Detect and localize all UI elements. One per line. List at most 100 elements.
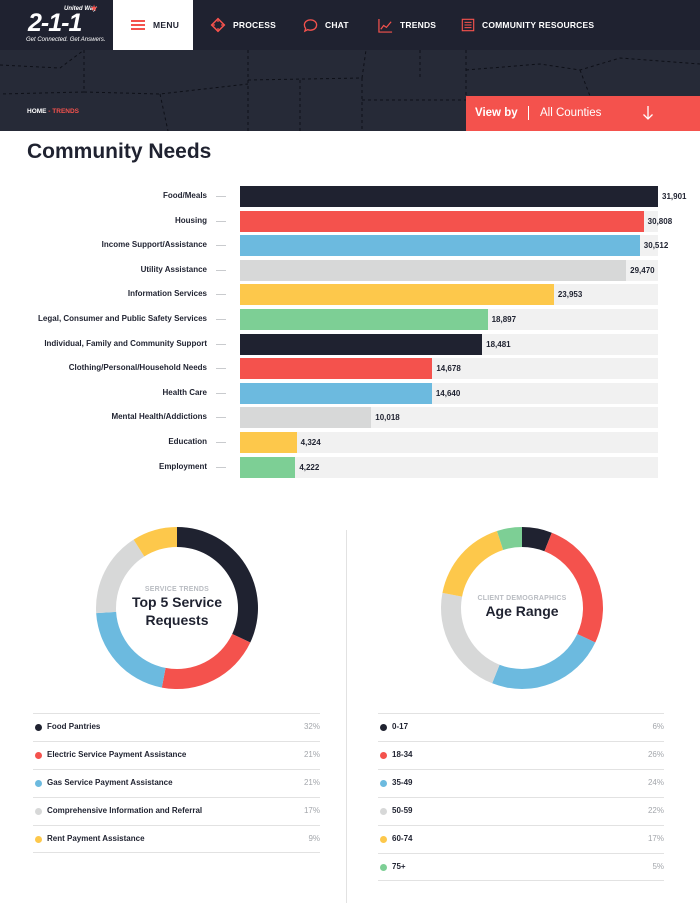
nav-item-community-resources[interactable]: COMMUNITY RESOURCES	[461, 0, 594, 50]
legend-item[interactable]: Rent Payment Assistance 9%	[33, 825, 320, 853]
hamburger-icon	[131, 20, 145, 30]
legend-label: Electric Service Payment Assistance	[47, 750, 187, 759]
legend-item[interactable]: Comprehensive Information and Referral 17…	[33, 797, 320, 825]
bar[interactable]	[240, 333, 483, 355]
bar[interactable]	[240, 382, 432, 404]
view-by-dropdown[interactable]: View by All Counties	[466, 96, 700, 131]
breadcrumb-home[interactable]: HOME	[27, 108, 47, 115]
legend-label: 0-17	[392, 722, 409, 731]
bar[interactable]	[240, 210, 644, 232]
bar-row: Clothing/Personal/Household Needs 14,678	[0, 358, 700, 380]
legend-item[interactable]: 50-59 22%	[378, 797, 664, 825]
donut-slice[interactable]	[544, 532, 603, 643]
legend-item[interactable]: Gas Service Payment Assistance 21%	[33, 769, 320, 797]
legend-label: 60-74	[392, 834, 413, 843]
bar[interactable]	[240, 284, 554, 306]
bar[interactable]	[240, 235, 640, 257]
nav-item-label: CHAT	[325, 20, 349, 30]
arrow-down-icon	[643, 106, 653, 120]
legend-label: Comprehensive Information and Referral	[47, 806, 203, 815]
legend-percent: 5%	[652, 862, 664, 871]
legend-label: 18-34	[392, 750, 413, 759]
legend-percent: 32%	[303, 722, 320, 731]
bar-category-label: Utility Assistance	[140, 264, 207, 274]
donut-slice[interactable]	[496, 527, 522, 550]
legend-item[interactable]: 18-34 26%	[378, 741, 664, 769]
donut-slice[interactable]	[492, 633, 596, 689]
bar-tick	[216, 417, 226, 419]
legend-swatch	[35, 836, 42, 843]
service-requests-legend: Food Pantries 32% Electric Service Payment…	[33, 713, 320, 853]
bar-row: Individual, Family and Community Support…	[0, 333, 700, 355]
donut-slice[interactable]	[133, 527, 177, 557]
legend-percent: 26%	[647, 750, 664, 759]
donut-slice[interactable]	[161, 633, 251, 689]
nav-item-process[interactable]: PROCESS	[210, 0, 276, 50]
logo-tagline: Get Connected. Get Answers.	[26, 37, 106, 43]
bar-tick	[216, 245, 226, 247]
legend-label: Rent Payment Assistance	[47, 834, 145, 843]
nav-item-label: COMMUNITY RESOURCES	[482, 20, 595, 30]
donut-slice[interactable]	[96, 611, 166, 688]
bar-row: Income Support/Assistance 30,512	[0, 235, 700, 257]
nav-item-label: PROCESS	[233, 20, 276, 30]
legend-swatch	[380, 752, 387, 759]
bar-category-label: Education	[168, 437, 207, 446]
bar-tick	[216, 196, 226, 197]
legend-label: Gas Service Payment Assistance	[47, 778, 173, 787]
donut-kicker: CLIENT DEMOGRAPHICS	[477, 595, 567, 602]
bar-row: Health Care 14,640	[0, 382, 700, 404]
view-by-label: View by	[475, 107, 518, 119]
legend-item[interactable]: Food Pantries 32%	[33, 713, 320, 741]
bar-value-label: 23,953	[557, 290, 583, 300]
bar-value-label: 4,222	[299, 462, 320, 472]
legend-swatch	[380, 808, 387, 815]
bar-row: Education 4,324	[0, 432, 700, 453]
donut-slice[interactable]	[522, 527, 552, 552]
bar-category-label: Income Support/Assistance	[101, 240, 207, 250]
bar-value-label: 10,018	[375, 413, 400, 423]
view-by-separator	[528, 106, 529, 120]
legend-swatch	[380, 724, 387, 731]
page-title: Community Needs	[27, 140, 212, 163]
bar[interactable]	[240, 407, 372, 429]
menu-label: MENU	[153, 20, 180, 30]
bar[interactable]	[240, 186, 658, 207]
legend-item[interactable]: 75+ 5%	[378, 853, 664, 881]
legend-item[interactable]: 60-74 17%	[378, 825, 664, 853]
donut-kicker: SERVICE TRENDS	[144, 586, 210, 593]
bar-category-label: Mental Health/Addictions	[111, 412, 207, 422]
legend-percent: 24%	[647, 778, 664, 787]
breadcrumb: HOME - TRENDS	[27, 108, 79, 115]
menu-button[interactable]: MENU	[113, 0, 193, 50]
nav-item-chat[interactable]: CHAT	[303, 0, 349, 50]
bar-value-label: 30,808	[647, 216, 673, 226]
legend-percent: 17%	[303, 806, 320, 815]
bar-row: Mental Health/Addictions 10,018	[0, 407, 700, 429]
donut-slice[interactable]	[177, 527, 258, 643]
bar[interactable]	[240, 309, 488, 330]
bar-value-label: 14,678	[436, 364, 461, 374]
legend-label: 35-49	[392, 778, 413, 787]
legend-item[interactable]: 0-17 6%	[378, 713, 664, 741]
bar-row: Legal, Consumer and Public Safety Servic…	[0, 309, 700, 330]
bar[interactable]	[240, 456, 296, 478]
legend-swatch	[35, 780, 42, 787]
legend-label: Food Pantries	[47, 722, 101, 731]
legend-swatch	[380, 780, 387, 787]
legend-item[interactable]: Electric Service Payment Assistance 21%	[33, 741, 320, 769]
donut-slice[interactable]	[96, 539, 145, 614]
donut-slice[interactable]	[442, 530, 504, 597]
donut-slice[interactable]	[441, 592, 500, 684]
legend-item[interactable]: 35-49 24%	[378, 769, 664, 797]
breadcrumb-current: TRENDS	[52, 108, 80, 115]
bar-tick	[216, 294, 226, 296]
bar-category-label: Food/Meals	[162, 191, 207, 200]
nav-item-trends[interactable]: TRENDS	[378, 0, 436, 50]
process-icon	[210, 17, 226, 33]
bar[interactable]	[240, 358, 433, 380]
bar[interactable]	[240, 259, 627, 281]
bar[interactable]	[240, 432, 297, 453]
bar-category-label: Health Care	[162, 387, 207, 397]
logo[interactable]: United Way ★ 2-1-1 Get Connected. Get An…	[26, 3, 106, 46]
